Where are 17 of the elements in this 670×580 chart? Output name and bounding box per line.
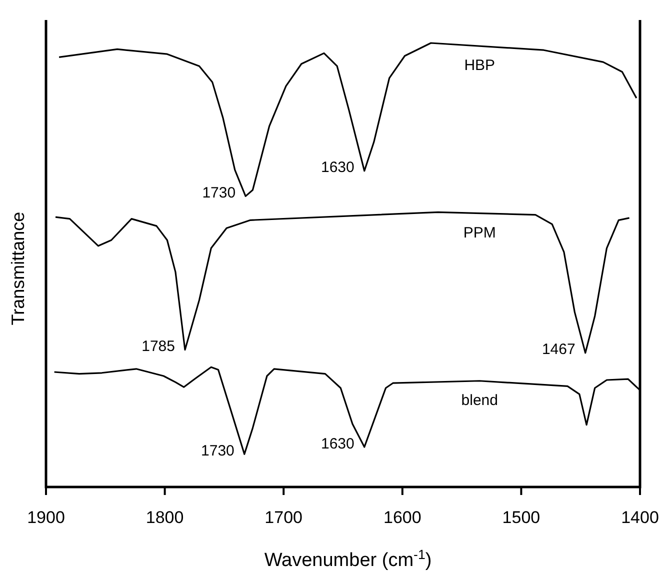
annotation: 1785 <box>142 338 175 356</box>
series-label: blend <box>461 392 498 409</box>
annotation: 1730 <box>202 184 236 202</box>
x-tick-label: 1700 <box>264 508 303 527</box>
series-label: PPM <box>463 224 496 242</box>
annotation: 1730 <box>201 442 234 460</box>
x-tick-label: 1800 <box>146 508 184 527</box>
x-tick-label: 1600 <box>383 508 422 527</box>
x-axis-title: Wavenumber (cm$^{-1}$) <box>264 546 432 571</box>
x-tick-label: 1400 <box>621 508 659 527</box>
annotation: 1630 <box>321 435 354 452</box>
annotation: 1467 <box>542 341 576 358</box>
series-label: HBP <box>464 57 496 74</box>
y-axis-title: Transmittance <box>8 212 28 326</box>
x-tick-label: 1500 <box>502 508 540 527</box>
annotation: 1630 <box>321 159 354 176</box>
x-tick-label: 1900 <box>27 508 65 527</box>
